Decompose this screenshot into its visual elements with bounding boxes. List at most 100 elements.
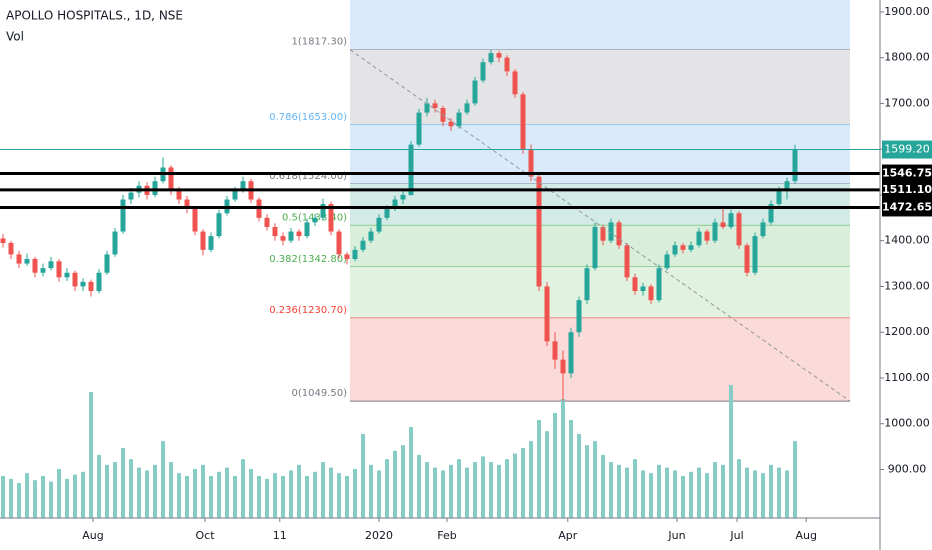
volume-bar <box>321 462 325 518</box>
level-label: 1472.65 <box>882 200 932 213</box>
volume-bar <box>89 392 93 518</box>
candle-body <box>48 261 54 269</box>
fib-label: 1(1817.30) <box>291 37 347 48</box>
candle-body <box>528 149 534 177</box>
volume-bar <box>689 471 693 518</box>
candle-body <box>272 226 278 237</box>
volume-bar <box>41 476 45 518</box>
candle-body <box>544 286 550 342</box>
volume-bar <box>745 467 749 518</box>
candle-body <box>472 80 478 104</box>
volume-bar <box>673 470 677 518</box>
volume-bar <box>657 464 661 518</box>
volume-bar <box>25 473 29 518</box>
fib-label: 0.786(1653.00) <box>269 112 347 123</box>
candle-body <box>568 332 574 374</box>
volume-bar <box>625 467 629 518</box>
volume-bar <box>145 470 149 518</box>
candle-body <box>496 53 502 58</box>
y-tick-label: 1900.00 <box>884 5 930 18</box>
candle-body <box>704 231 710 241</box>
volume-bar <box>633 459 637 518</box>
candle-body <box>608 222 614 241</box>
x-tick-label: 2020 <box>365 529 393 542</box>
candle-body <box>80 281 86 287</box>
candle-body <box>552 341 558 360</box>
volume-bar <box>593 441 597 518</box>
volume-bar <box>417 455 421 518</box>
volume-bar <box>73 474 77 518</box>
y-tick-label: 1300.00 <box>884 279 930 292</box>
y-tick-label: 1000.00 <box>884 417 930 430</box>
volume-bar <box>513 453 517 518</box>
y-tick-label: 900.00 <box>888 462 927 475</box>
candle-body <box>16 254 22 264</box>
volume-bar <box>729 385 733 518</box>
candle-body <box>536 176 542 287</box>
volume-bar <box>561 399 565 518</box>
candle-body <box>480 62 486 81</box>
volume-bar <box>441 470 445 518</box>
candle-body <box>688 245 694 250</box>
x-tick-label: Jun <box>667 529 685 542</box>
volume-bar <box>193 469 197 518</box>
trend-line <box>349 49 851 402</box>
volume-label: Vol <box>6 30 24 44</box>
candle-body <box>392 199 398 209</box>
candle-body <box>656 268 662 301</box>
volume-bar <box>257 476 261 518</box>
candle-body <box>776 190 782 205</box>
candle-body <box>384 208 390 218</box>
candle-body <box>64 272 70 278</box>
candle-body <box>712 222 718 241</box>
candle-body <box>56 261 62 278</box>
candle-body <box>576 300 582 333</box>
candle-body <box>512 71 518 95</box>
candle-body <box>328 204 334 232</box>
volume-bar <box>105 464 109 518</box>
volume-bar <box>577 434 581 518</box>
volume-bar <box>177 473 181 518</box>
volume-bar <box>617 464 621 518</box>
y-tick-label: 1800.00 <box>884 51 930 64</box>
volume-bar <box>489 462 493 518</box>
candle-body <box>736 213 742 246</box>
volume-bar <box>313 471 317 518</box>
volume <box>1 385 797 518</box>
volume-bar <box>361 434 365 518</box>
x-tick-label: Jul <box>729 529 743 542</box>
level-label: 1511.10 <box>882 183 932 196</box>
volume-bar <box>169 462 173 518</box>
candle-body <box>88 281 94 292</box>
volume-bar <box>329 467 333 518</box>
candle-body <box>400 194 406 200</box>
candle-body <box>672 245 678 255</box>
volume-bar <box>537 420 541 518</box>
fib-band <box>350 266 850 319</box>
volume-bar <box>297 464 301 518</box>
candle-body <box>288 231 294 241</box>
candle-body <box>728 213 734 227</box>
candle-body <box>320 204 326 218</box>
candle-body <box>616 222 622 246</box>
x-tick-label: Aug <box>82 529 103 542</box>
volume-bar <box>217 471 221 518</box>
candle-body <box>408 144 414 195</box>
volume-bar <box>97 455 101 518</box>
candle-body <box>120 199 126 232</box>
volume-bar <box>393 450 397 518</box>
volume-bar <box>705 473 709 518</box>
candle-body <box>504 57 510 72</box>
volume-bar <box>457 459 461 518</box>
fib-label: 0(1049.50) <box>291 388 347 399</box>
volume-bar <box>545 431 549 518</box>
volume-bar <box>185 476 189 518</box>
volume-bar <box>505 459 509 518</box>
volume-bar <box>425 462 429 518</box>
volume-bar <box>777 467 781 518</box>
candle-body <box>296 231 302 237</box>
volume-bar <box>585 445 589 518</box>
volume-bar <box>265 478 269 518</box>
volume-bar <box>401 445 405 518</box>
